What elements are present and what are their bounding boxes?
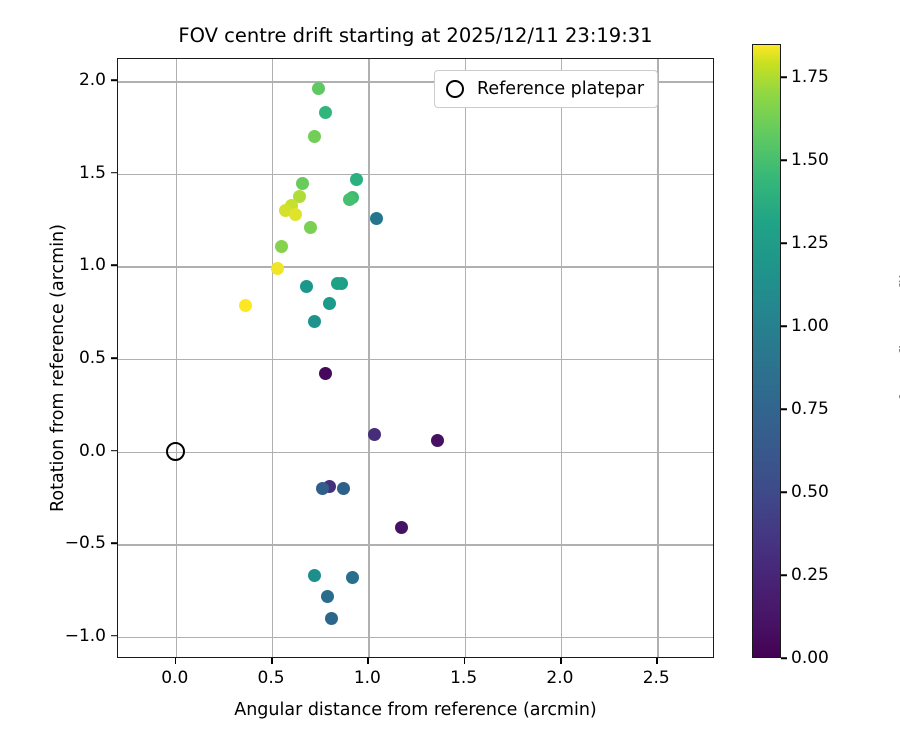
scatter-point xyxy=(271,261,285,275)
scatter-point xyxy=(325,611,339,625)
page-title: FOV centre drift starting at 2025/12/11 … xyxy=(178,24,653,47)
colorbar-tick-mark xyxy=(781,76,787,78)
plot-area xyxy=(117,58,714,658)
legend-item-label: Reference platepar xyxy=(477,79,645,99)
y-tick-mark xyxy=(111,449,117,452)
scatter-point xyxy=(307,315,321,329)
x-tick-label: 2.5 xyxy=(642,668,670,688)
reference-platepar-point xyxy=(166,442,186,462)
y-tick-label: −1.0 xyxy=(64,625,106,646)
colorbar-tick-label: 1.75 xyxy=(791,67,829,88)
scatter-point xyxy=(315,482,329,496)
scatter-point xyxy=(296,176,310,190)
y-tick-label: 0.0 xyxy=(78,440,106,461)
scatter-point xyxy=(350,172,364,186)
scatter-point xyxy=(238,298,252,312)
scatter-point xyxy=(307,130,321,144)
colorbar-tick-mark xyxy=(781,242,787,244)
y-tick-mark xyxy=(111,79,117,82)
scatter-point xyxy=(319,367,333,381)
legend: Reference platepar xyxy=(434,70,659,108)
x-tick-mark xyxy=(656,658,658,664)
scatter-point xyxy=(394,521,408,535)
scatter-point xyxy=(275,239,289,253)
gridline-vertical xyxy=(272,59,274,657)
gridline-horizontal xyxy=(118,636,713,639)
colorbar-tick-label: 0.75 xyxy=(791,399,829,420)
colorbar-tick-label: 0.50 xyxy=(791,482,829,503)
y-tick-mark xyxy=(111,172,117,174)
colorbar-tick-mark xyxy=(781,408,787,410)
y-tick-label: 1.5 xyxy=(78,162,106,183)
scatter-point xyxy=(331,276,345,290)
y-tick-label: 1.0 xyxy=(78,255,106,276)
x-tick-label: 1.0 xyxy=(353,668,381,688)
x-tick-mark xyxy=(463,658,466,664)
x-tick-mark xyxy=(367,658,369,664)
colorbar-tick-mark xyxy=(781,325,787,327)
colorbar-tick-mark xyxy=(781,574,787,576)
y-tick-label: 0.5 xyxy=(78,348,106,368)
gridline-vertical xyxy=(657,59,659,657)
scatter-point xyxy=(323,296,337,310)
scatter-point xyxy=(304,221,318,235)
scatter-point xyxy=(336,482,350,496)
x-tick-mark xyxy=(271,658,273,664)
x-tick-mark xyxy=(174,658,177,664)
x-tick-label: 1.5 xyxy=(450,668,478,688)
gridline-vertical xyxy=(560,59,563,657)
colorbar-tick-label: 0.00 xyxy=(791,648,829,668)
x-tick-mark xyxy=(559,658,562,664)
gridline-horizontal xyxy=(118,266,713,268)
colorbar-tick-mark xyxy=(781,657,787,659)
x-tick-label: 2.0 xyxy=(546,668,574,688)
gridline-horizontal xyxy=(118,544,713,546)
y-axis-label: Rotation from reference (arcmin) xyxy=(48,224,68,512)
colorbar-tick-label: 0.25 xyxy=(791,565,829,586)
scatter-point xyxy=(431,433,445,447)
scatter-point xyxy=(342,193,356,207)
gridline-horizontal xyxy=(118,451,713,453)
y-tick-label: −0.5 xyxy=(64,533,106,554)
colorbar-tick-label: 1.25 xyxy=(791,233,829,254)
scatter-point xyxy=(369,211,383,225)
y-tick-mark xyxy=(111,357,117,359)
x-tick-label: 0.0 xyxy=(161,668,189,688)
colorbar-tick-mark xyxy=(781,159,787,161)
y-tick-mark xyxy=(111,264,117,267)
gridline-horizontal xyxy=(118,81,713,83)
y-tick-mark xyxy=(111,542,117,544)
colorbar xyxy=(752,44,781,658)
y-tick-mark xyxy=(111,634,117,637)
gridline-vertical xyxy=(175,59,178,657)
y-axis-ticks: −1.0 −0.5 0.0 0.5 1.0 1.5 2.0 xyxy=(0,0,106,750)
reference-platepar-marker-icon xyxy=(446,80,464,98)
gridline-horizontal xyxy=(118,359,713,361)
scatter-point xyxy=(346,571,360,585)
gridline-vertical xyxy=(368,59,370,657)
scatter-point xyxy=(292,189,306,203)
x-axis-label: Angular distance from reference (arcmin) xyxy=(234,700,597,720)
gridline-vertical xyxy=(464,59,467,657)
colorbar-tick-label: 1.50 xyxy=(791,150,829,171)
scatter-point xyxy=(319,106,333,120)
scatter-point xyxy=(288,208,302,222)
scatter-point xyxy=(300,280,314,294)
x-tick-label: 0.5 xyxy=(257,668,285,688)
gridline-horizontal xyxy=(118,173,713,176)
scatter-point xyxy=(307,569,321,583)
y-tick-label: 2.0 xyxy=(78,70,106,91)
scatter-point xyxy=(367,428,381,442)
scatter-point xyxy=(321,589,335,603)
scatter-point xyxy=(311,82,325,96)
colorbar-tick-mark xyxy=(781,491,787,493)
colorbar-tick-label: 1.00 xyxy=(791,316,829,337)
